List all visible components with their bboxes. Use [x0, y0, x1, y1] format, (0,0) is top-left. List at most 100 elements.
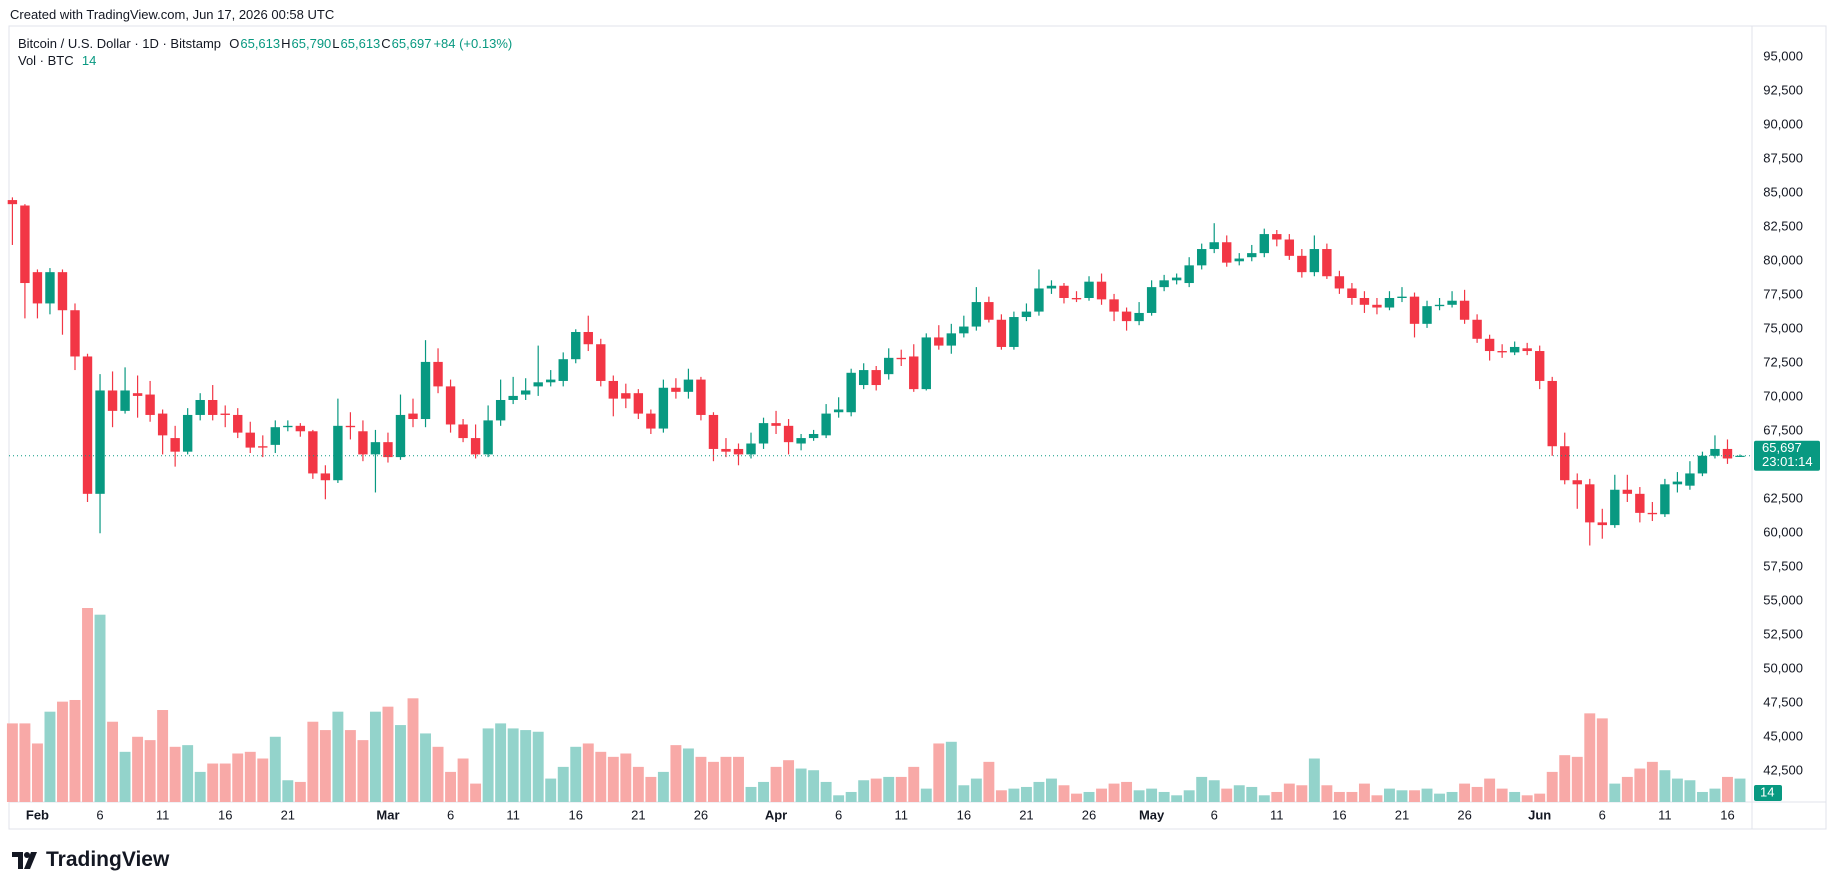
volume-bar: [770, 766, 782, 802]
volume-bar: [407, 698, 419, 802]
volume-bar: [1020, 786, 1032, 802]
volume-row: Vol · BTC 14: [18, 52, 513, 69]
candle-body: [621, 393, 631, 399]
change: +84 (+0.13%): [433, 36, 513, 51]
volume-bar: [1233, 785, 1245, 802]
ohlc-value: 65,613: [240, 36, 281, 51]
volume-bar: [157, 710, 169, 802]
volume-bar: [6, 723, 18, 802]
volume-bar: [1308, 758, 1320, 802]
volume-bar: [1671, 778, 1683, 802]
candle-body: [1472, 319, 1482, 339]
candle-body: [1447, 300, 1457, 305]
x-tick-label: 21: [281, 807, 295, 822]
volume-bar: [720, 756, 732, 802]
volume-bar: [1471, 786, 1483, 802]
candle-body: [546, 379, 556, 383]
volume-bar: [1446, 791, 1458, 802]
volume-bar: [1046, 778, 1057, 802]
candle-body: [57, 272, 68, 311]
x-tick-label: Jun: [1528, 807, 1551, 822]
candle-body: [1009, 317, 1019, 347]
volume-bar: [457, 758, 469, 802]
y-tick-label: 50,000: [1763, 661, 1803, 676]
candle-body: [508, 395, 518, 400]
candle-body: [596, 344, 606, 381]
volume-bar: [1158, 791, 1170, 802]
candle-body: [1284, 239, 1295, 256]
volume-bar: [1496, 788, 1508, 802]
x-tick-label: 26: [1082, 807, 1096, 822]
candle-body: [270, 427, 280, 445]
volume-bar: [282, 780, 294, 802]
candle-body: [1497, 351, 1507, 353]
volume-bar: [1271, 791, 1283, 802]
candle-body: [320, 473, 331, 481]
y-tick-label: 60,000: [1763, 525, 1803, 540]
y-tick-label: 87,500: [1763, 151, 1803, 166]
candle-body: [1572, 480, 1582, 485]
candle-body: [1322, 249, 1332, 277]
candle-body: [470, 438, 481, 455]
y-tick-label: 72,500: [1763, 355, 1803, 370]
candle-body: [408, 413, 418, 420]
volume-bar: [808, 770, 820, 802]
volume-current: 14: [81, 53, 97, 68]
volume-bar: [420, 733, 431, 802]
ohlc-value: 65,697: [391, 36, 432, 51]
ohlc-value: 65,613: [340, 36, 381, 51]
volume-bar: [357, 740, 369, 802]
volume-bar: [1346, 791, 1358, 802]
volume-bar: [1571, 756, 1583, 802]
volume-bar: [1008, 788, 1020, 802]
volume-bar: [983, 761, 995, 802]
candle-body: [170, 438, 180, 452]
created-note: Created with TradingView.com, Jun 17, 20…: [10, 7, 335, 22]
volume-bar: [1509, 791, 1521, 802]
candle-body: [758, 423, 769, 444]
volume-bar: [695, 756, 707, 802]
ohlc-key: H: [281, 36, 291, 51]
candle-body: [295, 425, 306, 432]
candle-body: [571, 331, 581, 360]
candle-body: [145, 394, 155, 415]
candle-body: [1735, 455, 1745, 457]
candle-body: [20, 205, 30, 284]
volume-bar: [1646, 761, 1658, 802]
candle-body: [946, 333, 957, 346]
candle-body: [1222, 242, 1232, 263]
volume-bar: [995, 790, 1007, 802]
candle-body: [1309, 249, 1320, 273]
volume-bar: [445, 771, 457, 802]
y-tick-label: 85,000: [1763, 185, 1803, 200]
candle-body: [120, 390, 130, 411]
candle-body: [95, 390, 105, 494]
volume-bar: [520, 730, 532, 802]
volume-bar: [395, 725, 406, 802]
volume-bar: [1434, 793, 1446, 802]
candle-body: [1021, 311, 1032, 318]
candle-body: [996, 319, 1007, 347]
x-tick-label: Mar: [376, 807, 399, 822]
y-tick-label: 47,500: [1763, 695, 1803, 710]
volume-bar: [1684, 780, 1696, 802]
candle-body: [1384, 297, 1395, 308]
countdown: 23:01:14: [1762, 454, 1813, 469]
volume-bar: [1371, 795, 1383, 802]
candle-body: [896, 357, 906, 360]
volume-bar: [570, 746, 582, 802]
candle-body: [383, 442, 393, 458]
candle-body: [721, 448, 731, 452]
candle-body: [658, 387, 669, 429]
candle-body: [458, 424, 468, 439]
volume-bar: [1096, 788, 1107, 802]
candle-body: [909, 356, 919, 390]
volume-bar: [1133, 790, 1145, 802]
candle-body: [1560, 446, 1570, 481]
candle-body: [833, 409, 844, 413]
candle-body: [633, 393, 644, 414]
candle-body: [1121, 311, 1132, 322]
candles: [7, 197, 1752, 546]
